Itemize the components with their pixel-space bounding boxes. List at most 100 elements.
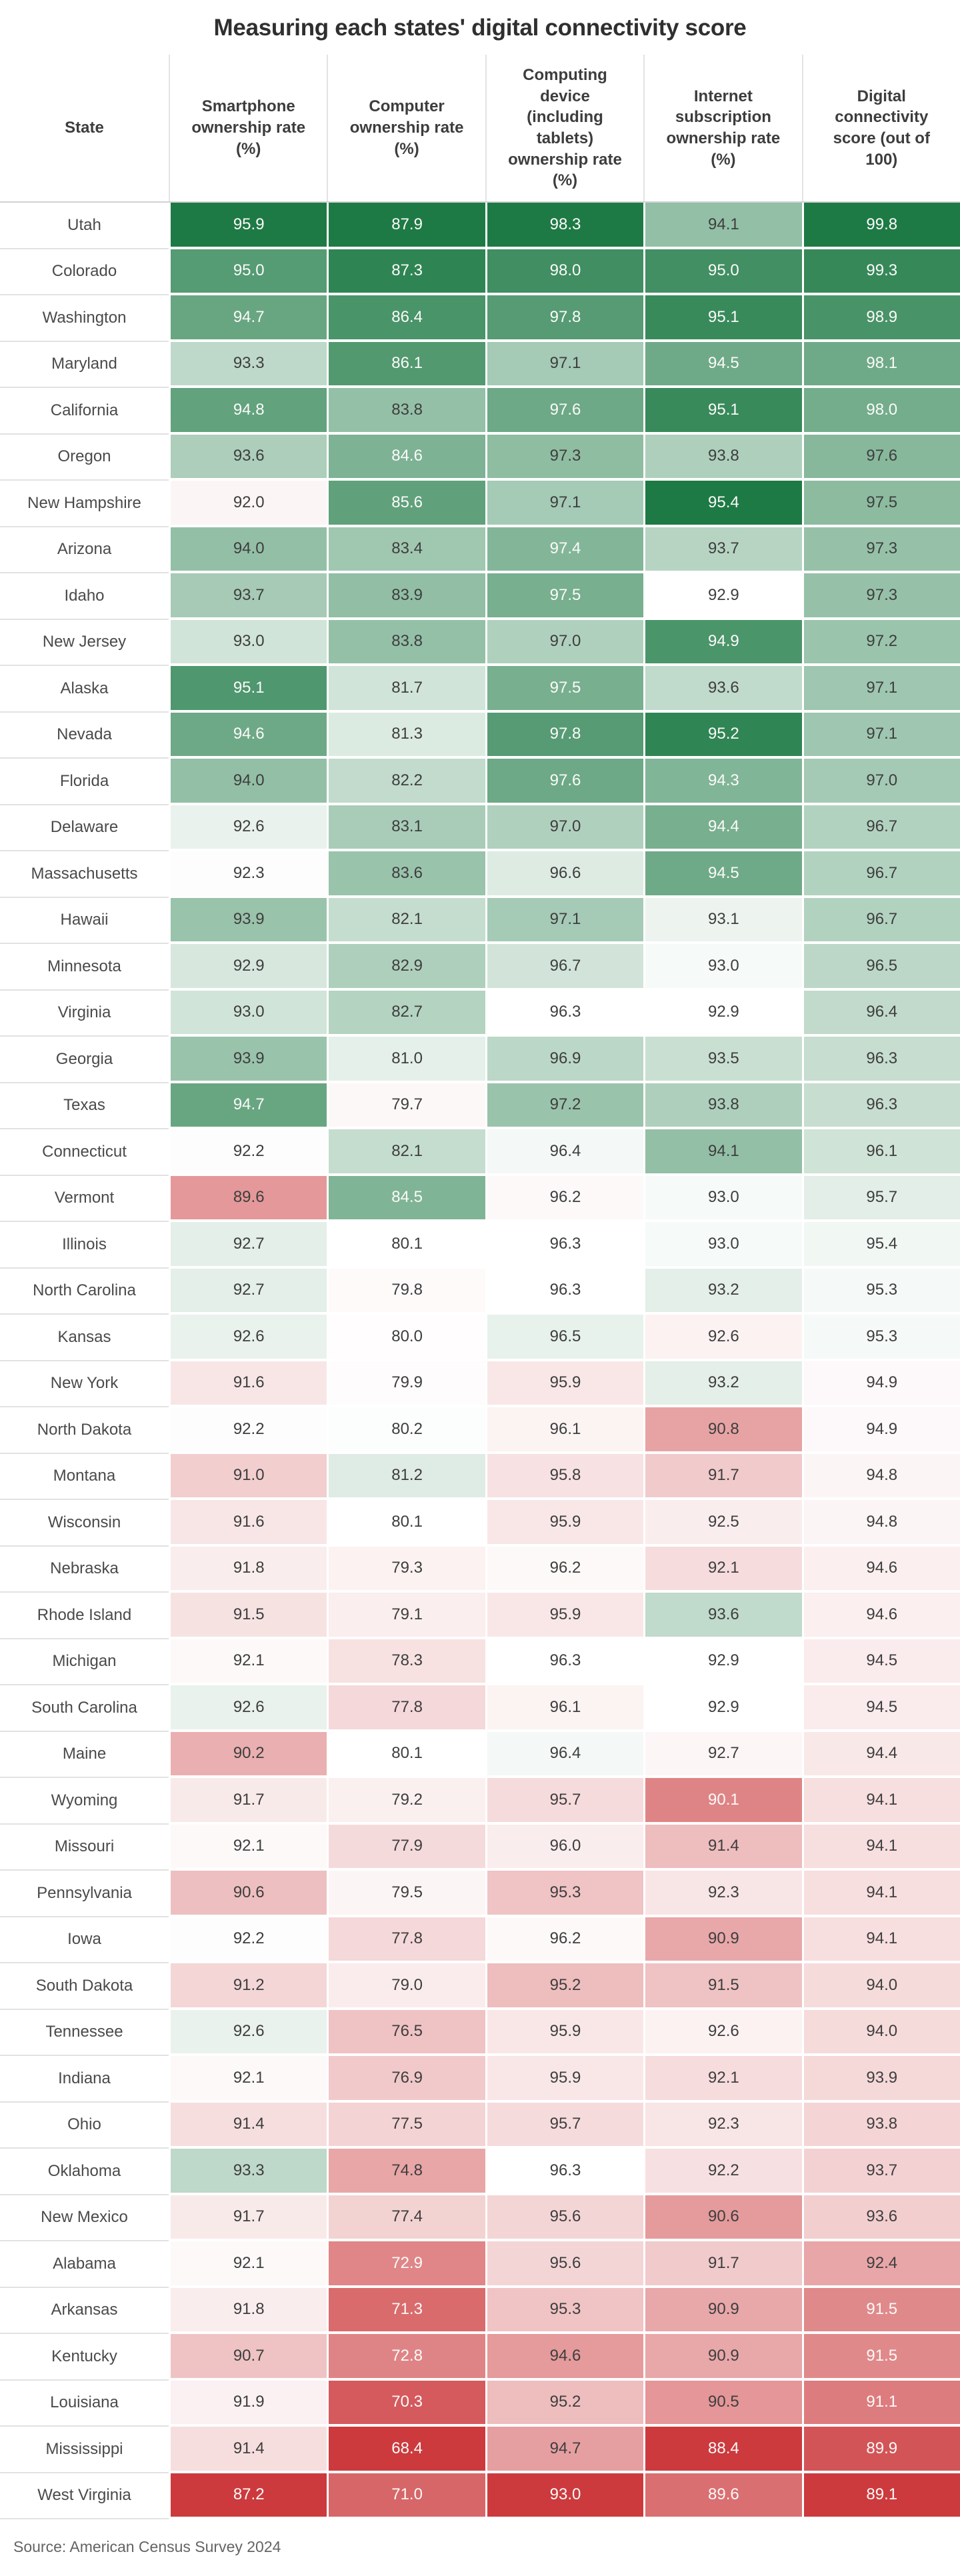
value-cell: 97.1 bbox=[485, 481, 644, 527]
value-cell: 87.9 bbox=[327, 203, 485, 249]
value-cell: 72.9 bbox=[327, 2241, 485, 2288]
value-cell: 93.9 bbox=[169, 1037, 327, 1083]
value-cell: 96.3 bbox=[485, 990, 644, 1037]
value-cell: 94.6 bbox=[169, 712, 327, 759]
value-cell: 90.1 bbox=[643, 1778, 802, 1825]
state-name: Minnesota bbox=[0, 944, 169, 991]
value-cell: 83.9 bbox=[327, 573, 485, 620]
value-cell: 97.6 bbox=[801, 434, 960, 481]
state-name: Maryland bbox=[0, 341, 169, 388]
table-row: Washington 94.7 86.4 97.8 95.1 98.9 bbox=[0, 295, 960, 342]
value-cell: 94.1 bbox=[801, 1917, 960, 1963]
state-name: Wisconsin bbox=[0, 1500, 169, 1547]
value-cell: 89.6 bbox=[643, 2473, 802, 2519]
value-cell: 92.1 bbox=[169, 2056, 327, 2103]
value-cell: 94.6 bbox=[801, 1546, 960, 1593]
table-row: Vermont 89.6 84.5 96.2 93.0 95.7 bbox=[0, 1175, 960, 1222]
value-cell: 91.7 bbox=[169, 1778, 327, 1825]
value-cell: 97.5 bbox=[801, 481, 960, 527]
value-cell: 94.8 bbox=[801, 1453, 960, 1500]
value-cell: 93.8 bbox=[643, 1083, 802, 1129]
value-cell: 78.3 bbox=[327, 1639, 485, 1685]
value-cell: 97.2 bbox=[801, 619, 960, 666]
value-cell: 95.2 bbox=[643, 712, 802, 759]
value-cell: 90.9 bbox=[643, 2287, 802, 2334]
table-row: North Dakota 92.2 80.2 96.1 90.8 94.9 bbox=[0, 1407, 960, 1454]
table-row: Alabama 92.1 72.9 95.6 91.7 92.4 bbox=[0, 2241, 960, 2288]
value-cell: 91.4 bbox=[643, 1824, 802, 1871]
state-name: Texas bbox=[0, 1083, 169, 1129]
state-name: South Dakota bbox=[0, 1963, 169, 2010]
value-cell: 92.9 bbox=[643, 990, 802, 1037]
value-cell: 96.1 bbox=[485, 1407, 644, 1454]
state-name: Nevada bbox=[0, 712, 169, 759]
value-cell: 77.5 bbox=[327, 2102, 485, 2149]
value-cell: 82.1 bbox=[327, 897, 485, 944]
state-name: Arkansas bbox=[0, 2287, 169, 2334]
value-cell: 94.3 bbox=[643, 759, 802, 805]
value-cell: 92.0 bbox=[169, 481, 327, 527]
value-cell: 99.8 bbox=[801, 203, 960, 249]
value-cell: 83.8 bbox=[327, 619, 485, 666]
value-cell: 93.5 bbox=[643, 1037, 802, 1083]
value-cell: 96.2 bbox=[485, 1546, 644, 1593]
value-cell: 97.5 bbox=[485, 573, 644, 620]
value-cell: 72.8 bbox=[327, 2334, 485, 2381]
value-cell: 87.3 bbox=[327, 249, 485, 295]
value-cell: 97.8 bbox=[485, 295, 644, 342]
table-row: Hawaii 93.9 82.1 97.1 93.1 96.7 bbox=[0, 897, 960, 944]
value-cell: 95.1 bbox=[169, 666, 327, 713]
value-cell: 76.5 bbox=[327, 2009, 485, 2056]
value-cell: 97.6 bbox=[485, 759, 644, 805]
value-cell: 95.4 bbox=[801, 1222, 960, 1269]
value-cell: 96.7 bbox=[801, 851, 960, 898]
value-cell: 95.9 bbox=[485, 1500, 644, 1547]
value-cell: 92.3 bbox=[169, 851, 327, 898]
value-cell: 97.1 bbox=[801, 712, 960, 759]
value-cell: 91.0 bbox=[169, 1453, 327, 1500]
value-cell: 77.8 bbox=[327, 1685, 485, 1732]
value-cell: 79.7 bbox=[327, 1083, 485, 1129]
column-header-internet-subscription: Internet subscription ownership rate (%) bbox=[643, 55, 801, 201]
value-cell: 95.0 bbox=[643, 249, 802, 295]
value-cell: 91.1 bbox=[801, 2380, 960, 2427]
state-name: Kansas bbox=[0, 1315, 169, 1361]
value-cell: 92.9 bbox=[643, 1639, 802, 1685]
value-cell: 92.6 bbox=[169, 1685, 327, 1732]
value-cell: 96.9 bbox=[485, 1037, 644, 1083]
value-cell: 94.5 bbox=[801, 1685, 960, 1732]
value-cell: 97.2 bbox=[485, 1083, 644, 1129]
value-cell: 91.9 bbox=[169, 2380, 327, 2427]
value-cell: 92.5 bbox=[643, 1500, 802, 1547]
value-cell: 94.5 bbox=[643, 341, 802, 388]
value-cell: 92.9 bbox=[643, 573, 802, 620]
value-cell: 94.8 bbox=[801, 1500, 960, 1547]
state-name: Pennsylvania bbox=[0, 1871, 169, 1917]
value-cell: 92.1 bbox=[643, 2056, 802, 2103]
value-cell: 79.0 bbox=[327, 1963, 485, 2010]
value-cell: 88.4 bbox=[643, 2427, 802, 2473]
state-name: Tennessee bbox=[0, 2009, 169, 2056]
state-name: Alaska bbox=[0, 666, 169, 713]
table-row: Minnesota 92.9 82.9 96.7 93.0 96.5 bbox=[0, 944, 960, 991]
table-row: Idaho 93.7 83.9 97.5 92.9 97.3 bbox=[0, 573, 960, 620]
value-cell: 98.9 bbox=[801, 295, 960, 342]
value-cell: 93.8 bbox=[643, 434, 802, 481]
table-row: Colorado 95.0 87.3 98.0 95.0 99.3 bbox=[0, 249, 960, 295]
table-row: Tennessee 92.6 76.5 95.9 92.6 94.0 bbox=[0, 2009, 960, 2056]
value-cell: 93.9 bbox=[169, 897, 327, 944]
value-cell: 94.1 bbox=[801, 1871, 960, 1917]
table-row: Arizona 94.0 83.4 97.4 93.7 97.3 bbox=[0, 527, 960, 573]
value-cell: 92.6 bbox=[169, 1315, 327, 1361]
value-cell: 81.7 bbox=[327, 666, 485, 713]
table-row: North Carolina 92.7 79.8 96.3 93.2 95.3 bbox=[0, 1268, 960, 1315]
value-cell: 95.1 bbox=[643, 388, 802, 435]
state-name: New Mexico bbox=[0, 2195, 169, 2241]
table-row: Maine 90.2 80.1 96.4 92.7 94.4 bbox=[0, 1731, 960, 1778]
table-row: Nebraska 91.8 79.3 96.2 92.1 94.6 bbox=[0, 1546, 960, 1593]
state-name: Missouri bbox=[0, 1824, 169, 1871]
column-header-computer-ownership: Computer ownership rate (%) bbox=[327, 55, 485, 201]
value-cell: 85.6 bbox=[327, 481, 485, 527]
table-row: South Carolina 92.6 77.8 96.1 92.9 94.5 bbox=[0, 1685, 960, 1732]
state-name: Delaware bbox=[0, 805, 169, 851]
